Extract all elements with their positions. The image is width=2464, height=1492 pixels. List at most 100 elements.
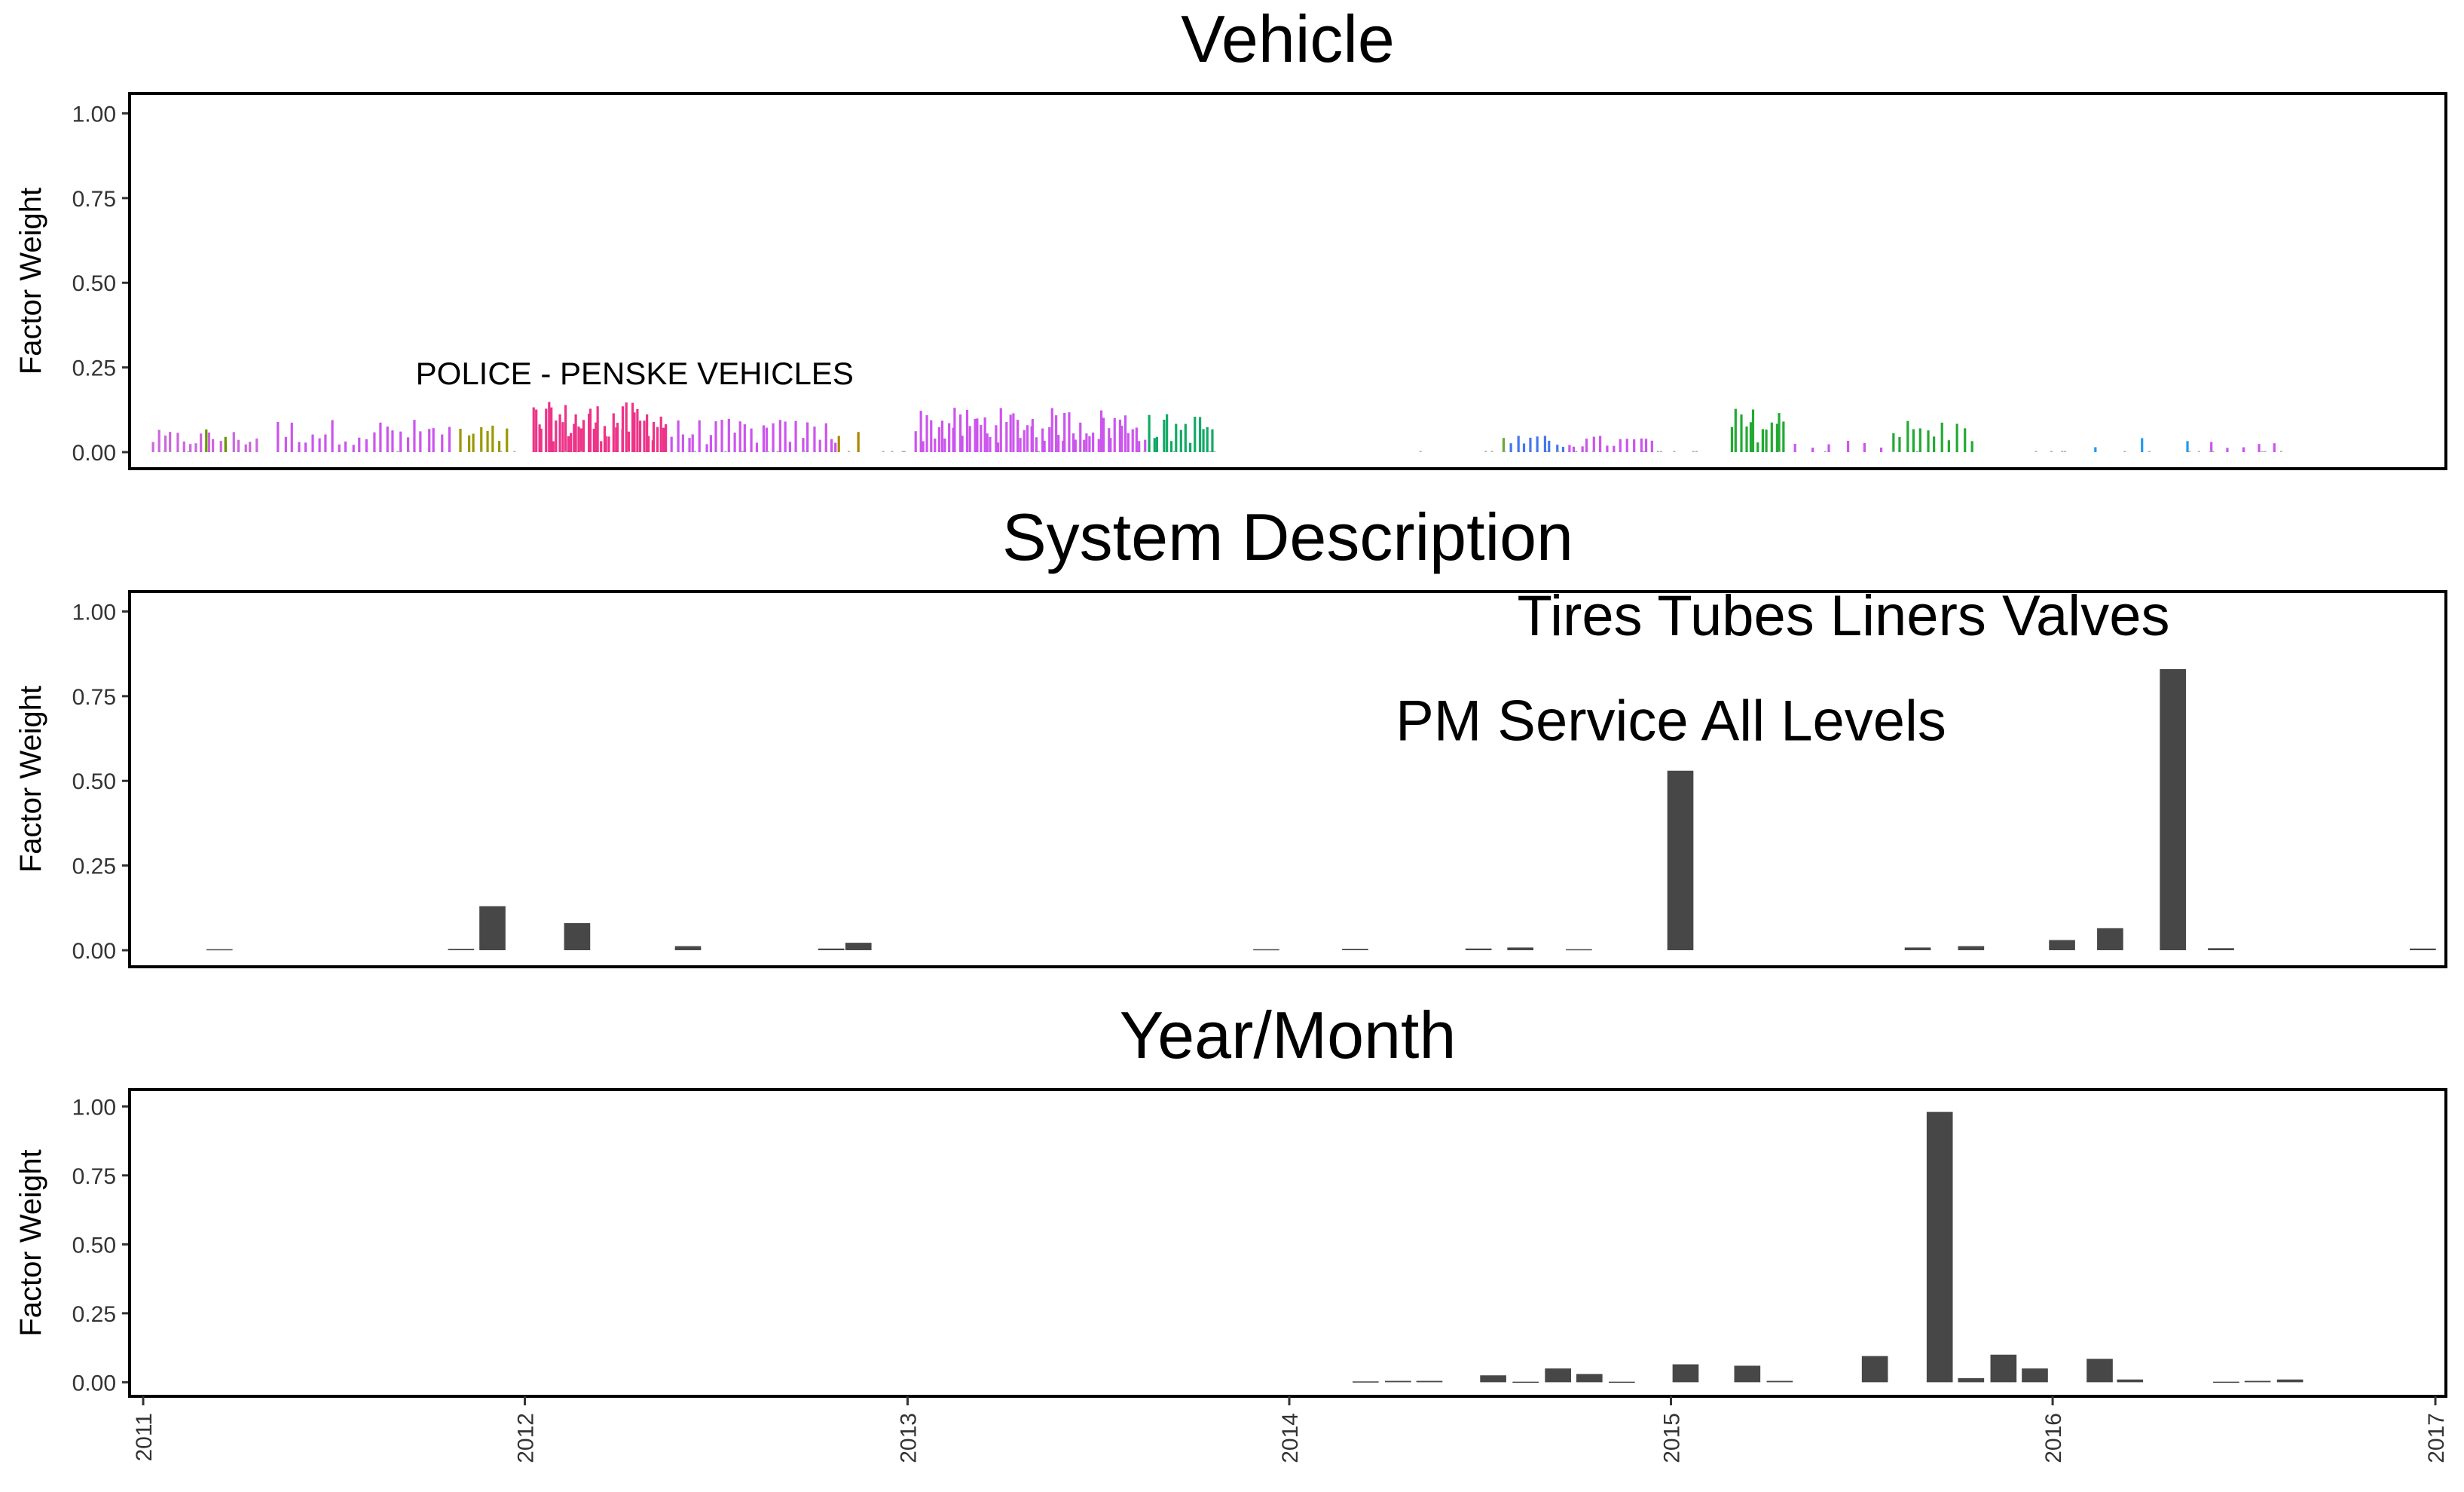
vehicle-bar [847,451,850,453]
plot-frame [128,590,2447,968]
vehicle-bar [2273,443,2276,453]
vehicle-bar [2209,451,2212,453]
vehicle-bar [784,421,787,453]
vehicle-bar [2197,451,2200,453]
vehicle-bar [1166,414,1169,453]
factor-bar [1416,1380,1443,1383]
factor-bar [2117,1379,2144,1383]
vehicle-bar [151,442,154,453]
vehicle-bar [656,427,659,453]
vehicle-bar [2094,447,2097,453]
vehicle-bar [1206,427,1209,453]
vehicle-bar [647,436,650,453]
vehicle-bar [1012,413,1015,453]
vehicle-bar [1502,438,1506,453]
vehicle-bar [164,435,167,453]
vehicle-bar [338,444,341,453]
vehicle-bar [1912,429,1915,453]
chart-panel-1: Vehicle Factor Weight 0.00 0.25 0.50 0.75 1.00… [14,2,2447,470]
factor-bar [2049,940,2075,951]
y-tick-label: 0.75 [72,1164,116,1189]
vehicle-bar [169,432,172,453]
vehicle-bar [406,437,410,453]
vehicle-bar [1074,439,1077,453]
vehicle-bar [564,405,567,453]
vehicle-bar [999,408,1002,453]
vehicle-bar [419,431,422,453]
factor-bar [1958,1377,1985,1383]
vehicle-bar [1568,445,1571,453]
vehicle-bar [665,424,668,453]
vehicle-bar [1179,430,1182,453]
vehicle-bar [662,427,665,453]
vehicle-bar [952,427,955,453]
vehicle-bar [934,439,937,453]
vehicle-bar [1879,448,1883,453]
vehicle-bar [1109,438,1112,453]
vehicle-bar [1209,451,1212,453]
vehicle-bar [824,423,827,453]
vehicle-bar [652,421,656,453]
vehicle-bar [724,451,727,453]
vehicle-bar [1055,415,1058,453]
factor-bar [2022,1368,2048,1383]
vehicle-bar [413,420,416,453]
plot-frame [128,1088,2447,1398]
vehicle-bar [284,436,287,453]
factor-bar [1507,947,1534,951]
factor-bar [1545,1368,1571,1383]
vehicle-bar [587,414,591,453]
vehicle-bar [290,422,293,453]
vehicle-bar [1740,414,1743,453]
vehicle-bar [550,407,553,453]
x-tick-label: 2015 [1660,1413,1685,1463]
vehicle-bar [176,433,179,453]
vehicle-bar [169,451,172,453]
vehicle-bar [788,442,792,453]
vehicle-bar [980,424,983,453]
vehicle-bar [1898,436,1901,453]
vehicle-bar [961,436,964,453]
vehicle-bar [1695,451,1698,453]
vehicle-bar [1484,451,1487,453]
vehicle-bar [621,406,625,453]
vehicle-bar [249,442,252,453]
vehicle-bar [1503,451,1506,453]
vehicle-bar [677,420,680,453]
vehicle-bar [1509,443,1512,453]
factor-bar [1766,1380,1793,1383]
vehicle-bar [891,451,894,453]
vehicle-bar [1120,425,1123,453]
vehicle-bar [1102,417,1105,453]
vehicle-bar [1138,441,1141,453]
y-tick-label: 0.75 [72,685,116,710]
vehicle-bar [693,451,696,453]
vehicle-bar [1048,427,1051,453]
factor-bar [2160,668,2186,951]
vehicle-bar [1581,446,1584,453]
vehicle-bar [940,420,944,453]
vehicle-bar [1933,436,1936,453]
vehicle-bar [596,406,599,453]
vehicle-bar [741,451,744,453]
vehicle-bar [1143,451,1146,453]
vehicle-bar [943,438,946,453]
vehicle-bar [480,451,483,453]
factor-bar [1352,1381,1379,1383]
vehicle-bar [1692,451,1695,453]
vehicle-bar [1749,422,1753,453]
vehicle-bar [2212,451,2215,453]
vehicle-bar [1062,440,1065,453]
vehicle-bar [1019,438,1022,453]
x-tick-label: 2013 [896,1413,921,1463]
vehicle-bar [1643,451,1646,453]
vehicle-bar [2226,448,2229,453]
vehicle-bar [1778,413,1781,453]
vehicle-bar [1782,421,1785,453]
annotation-label: POLICE - PENSKE VEHICLES [416,356,854,391]
vehicle-bar [552,441,555,453]
factor-bar [1958,946,1985,951]
vehicle-bar [976,418,979,453]
chart-panel-3: Year/Month Factor Weight 0.00 0.25 0.50 0.75 1… [14,998,2449,1463]
vehicle-bar [579,451,582,453]
